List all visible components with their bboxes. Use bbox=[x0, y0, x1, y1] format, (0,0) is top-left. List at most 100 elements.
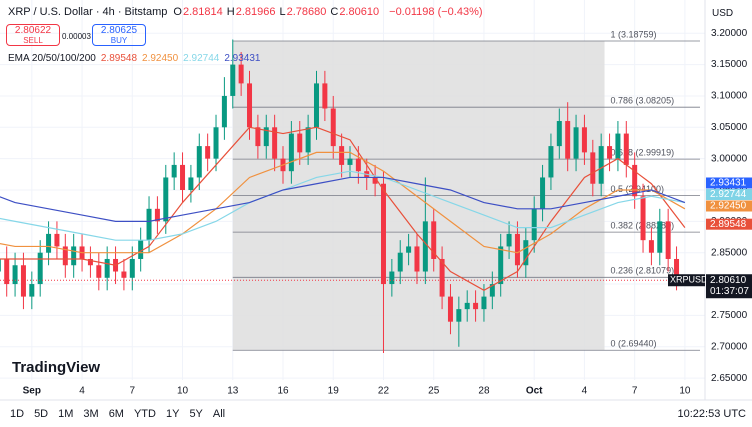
range-button[interactable]: 1M bbox=[58, 408, 74, 420]
candle-body bbox=[272, 127, 278, 159]
x-tick-label: 4 bbox=[582, 386, 588, 397]
ema-line bbox=[0, 176, 686, 222]
candle-body bbox=[573, 127, 579, 159]
candle-body bbox=[397, 252, 403, 272]
ema-value: 2.89548 bbox=[100, 53, 138, 64]
fib-label: 0.786 (3.08205) bbox=[611, 96, 675, 106]
x-tick-label: Sep bbox=[23, 386, 41, 397]
currency[interactable]: USD bbox=[712, 8, 734, 19]
ema-line bbox=[0, 170, 686, 241]
candle-body bbox=[414, 246, 420, 272]
candle-body bbox=[648, 240, 654, 253]
candle-body bbox=[46, 233, 52, 253]
candle-body bbox=[439, 258, 445, 297]
ema-value: 2.92450 bbox=[142, 53, 179, 64]
ohlc-value: 2.80610 bbox=[339, 6, 380, 18]
y-tick-label: 3.00000 bbox=[711, 153, 748, 164]
candle-body bbox=[20, 265, 26, 297]
candle-body bbox=[372, 177, 378, 184]
sell-button[interactable]: 2.80622 SELL bbox=[6, 24, 60, 46]
y-tick-label: 3.10000 bbox=[711, 91, 748, 102]
candle-body bbox=[565, 121, 571, 159]
candle-body bbox=[531, 208, 537, 241]
candle-body bbox=[163, 177, 169, 222]
toolbar: 10:22:53 UTC 1D 5D 1M 3M 6M YTD 1Y 5Y All bbox=[0, 403, 752, 425]
candle-body bbox=[138, 240, 144, 259]
range-button[interactable]: 1D bbox=[10, 408, 25, 420]
candle-body bbox=[313, 83, 319, 128]
candle-body bbox=[464, 302, 470, 310]
candle-body bbox=[96, 265, 102, 278]
y-tick-label: 3.15000 bbox=[711, 59, 748, 70]
candle-body bbox=[37, 252, 43, 285]
candle-body bbox=[339, 146, 345, 165]
range-button[interactable]: 3M bbox=[83, 408, 99, 420]
ohlc-key: O bbox=[173, 6, 182, 18]
candle-body bbox=[598, 146, 604, 184]
candle-body bbox=[481, 296, 487, 310]
spread: 0.00003 bbox=[62, 32, 91, 41]
plot: 1 (3.18759) 0.786 (3.08205) 0.618 (2.99919… bbox=[0, 0, 705, 380]
candle-body bbox=[213, 127, 219, 159]
fib-label: 0.618 (2.99919) bbox=[611, 148, 675, 158]
candle-body bbox=[0, 258, 1, 272]
fib-label: 0 (2.69440) bbox=[611, 339, 657, 349]
candle-body bbox=[180, 164, 186, 190]
ema-name: EMA 20/50/100/200 bbox=[8, 53, 96, 64]
ema-legend: EMA 20/50/100/200 2.89548 2.92450 2.92744 2.… bbox=[8, 53, 260, 64]
change: −0.01198 (−0.43%) bbox=[389, 6, 483, 18]
range-button[interactable]: YTD bbox=[133, 408, 156, 420]
x-tick-label: 19 bbox=[328, 386, 340, 397]
x-tick-label: 10 bbox=[177, 386, 189, 397]
candle-body bbox=[54, 233, 60, 247]
candle-body bbox=[263, 127, 269, 147]
candle-body bbox=[431, 221, 437, 259]
price-badge bbox=[706, 218, 752, 230]
range-button[interactable]: 5Y bbox=[189, 408, 203, 420]
range-button[interactable]: 1Y bbox=[165, 408, 180, 420]
candle-body bbox=[171, 164, 177, 178]
candle-body bbox=[12, 265, 18, 285]
candle-body bbox=[489, 284, 495, 297]
clock: 10:22:53 UTC bbox=[677, 408, 746, 420]
y-tick-label: 2.75000 bbox=[711, 310, 748, 321]
candle-body bbox=[347, 158, 353, 165]
range-button[interactable]: 6M bbox=[108, 408, 124, 420]
candle-body bbox=[205, 146, 211, 159]
x-tick-label: 13 bbox=[227, 386, 239, 397]
candle-body bbox=[514, 233, 520, 266]
candle-body bbox=[188, 177, 194, 190]
candle-body bbox=[607, 146, 613, 159]
price-badge-label: 2.92744 bbox=[710, 189, 747, 200]
range-button[interactable]: 5D bbox=[34, 408, 49, 420]
candle-body bbox=[238, 64, 244, 84]
candle-body bbox=[71, 246, 77, 266]
candle-body bbox=[154, 208, 160, 222]
label: SELL bbox=[23, 36, 43, 45]
symbol-label: XRPUSD bbox=[670, 275, 708, 285]
candle-body bbox=[146, 208, 152, 241]
candle-body bbox=[322, 83, 328, 109]
last-price-label: 2.80610 bbox=[710, 275, 747, 286]
candle-body bbox=[104, 258, 110, 278]
candle-body bbox=[288, 133, 294, 172]
price-badge bbox=[706, 177, 752, 189]
candle-body bbox=[640, 196, 646, 241]
candle-body bbox=[540, 177, 546, 209]
buy-button[interactable]: 2.80625 BUY bbox=[92, 24, 146, 46]
range-button[interactable]: All bbox=[212, 408, 226, 420]
fib-label: 0.5 (2.94100) bbox=[611, 184, 665, 194]
symbol: XRP / U.S. Dollar · 4h · Bitstamp bbox=[8, 6, 168, 18]
price: 2.80622 bbox=[14, 25, 52, 36]
y-tick-label: 3.05000 bbox=[711, 122, 748, 133]
ohlc-key: C bbox=[330, 6, 339, 18]
candle-body bbox=[632, 164, 638, 197]
x-tick-label: 25 bbox=[428, 386, 440, 397]
fib-label: 1 (3.18759) bbox=[611, 29, 657, 39]
ohlc: O2.81814 H2.81966 L2.78680 C2.80610 bbox=[173, 6, 383, 18]
x-tick-label: 7 bbox=[130, 386, 136, 397]
ohlc-value: 2.81966 bbox=[235, 6, 276, 18]
y-tick-label: 2.85000 bbox=[711, 247, 748, 258]
candle-body bbox=[87, 258, 93, 266]
